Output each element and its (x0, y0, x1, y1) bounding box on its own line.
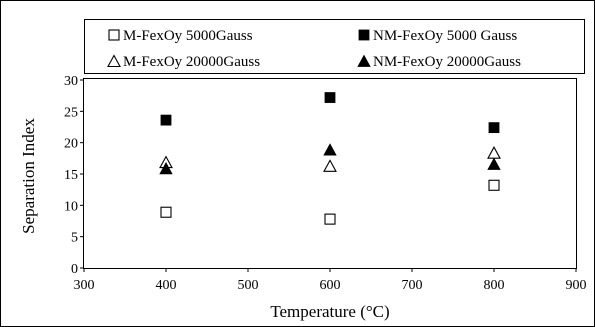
x-tick-label: 300 (74, 278, 95, 293)
legend-item-4: NM-FexOy 20000Gauss (357, 54, 521, 70)
data-point (488, 122, 500, 134)
legend-label: M-FexOy 20000Gauss (123, 54, 260, 70)
x-tick-label: 900 (566, 278, 587, 293)
y-tick-label: 10 (64, 199, 78, 214)
x-tick-label: 800 (484, 278, 505, 293)
data-point (323, 143, 337, 156)
series-2 (160, 92, 500, 134)
axes: 0 5 10 15 20 25 30 300 400 500 600 700 800 900 (64, 74, 587, 293)
data-point (488, 179, 500, 191)
data-point (159, 162, 173, 175)
legend-label: M-FexOy 5000Gauss (123, 28, 253, 44)
x-tick-label: 600 (320, 278, 341, 293)
legend-label: NM-FexOy 5000 Gauss (373, 28, 517, 44)
series-layer (159, 92, 501, 225)
y-tick-label: 20 (64, 137, 78, 152)
data-point (323, 159, 337, 172)
y-tick-label: 5 (71, 231, 78, 246)
legend-box (84, 19, 585, 74)
x-axis-label: Temperature (°C) (270, 302, 389, 321)
legend-item-1: M-FexOy 5000Gauss (108, 28, 253, 44)
legend-marker (107, 54, 121, 68)
legend-marker (108, 29, 120, 41)
x-tick-label: 500 (238, 278, 259, 293)
legend: M-FexOy 5000Gauss NM-FexOy 5000 Gauss M-Fe… (84, 19, 585, 74)
data-point (324, 92, 336, 103)
data-point (160, 114, 172, 126)
plot-area (83, 78, 577, 269)
legend-marker (358, 29, 370, 41)
x-tick-label: 700 (402, 278, 423, 293)
y-tick-label: 0 (71, 262, 78, 277)
data-point (324, 213, 336, 225)
y-tick-label: 25 (64, 105, 78, 120)
data-point (487, 157, 501, 170)
legend-item-2: NM-FexOy 5000 Gauss (358, 28, 517, 44)
series-4 (159, 143, 501, 175)
y-tick-label: 15 (64, 168, 78, 183)
x-tick-label: 400 (156, 278, 177, 293)
series-1 (160, 179, 500, 225)
legend-label: NM-FexOy 20000Gauss (373, 54, 521, 70)
legend-marker (357, 54, 371, 67)
y-axis-label: Separation Index (19, 118, 38, 234)
y-tick-label: 30 (64, 74, 78, 89)
legend-item-3: M-FexOy 20000Gauss (107, 54, 260, 70)
data-point (160, 206, 172, 218)
